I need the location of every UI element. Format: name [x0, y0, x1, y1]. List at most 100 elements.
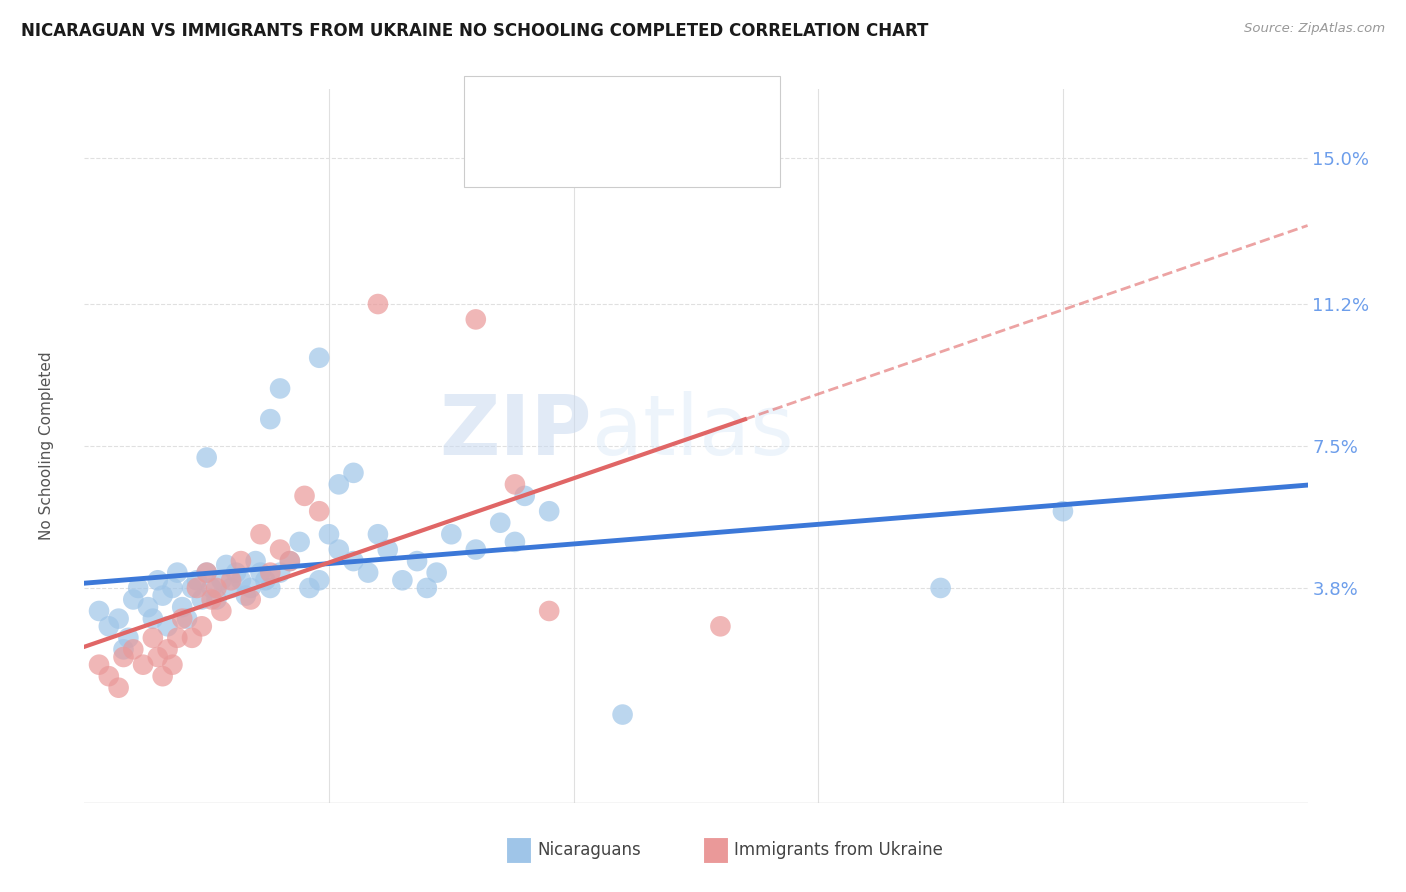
Point: [176, 612, 198, 626]
Point: [225, 566, 247, 580]
Point: [1052, 504, 1074, 518]
Point: [136, 600, 159, 615]
Point: [249, 566, 271, 580]
Point: [229, 554, 252, 568]
Point: [186, 581, 208, 595]
Point: [181, 581, 204, 595]
Point: [342, 554, 364, 568]
Point: [259, 581, 281, 595]
Point: [209, 574, 232, 588]
Point: [538, 504, 561, 518]
Text: R = 0.073   N = 63: R = 0.073 N = 63: [527, 106, 697, 124]
Point: [929, 581, 952, 595]
Point: [367, 297, 389, 311]
Point: [464, 312, 486, 326]
Point: [195, 566, 218, 580]
Point: [162, 657, 184, 672]
Point: [245, 554, 267, 568]
Point: [440, 527, 463, 541]
Point: [235, 589, 257, 603]
Point: [117, 631, 139, 645]
Point: [152, 669, 174, 683]
Point: [298, 581, 321, 595]
Point: [709, 619, 731, 633]
Point: [294, 489, 316, 503]
Text: Source: ZipAtlas.com: Source: ZipAtlas.com: [1244, 22, 1385, 36]
Point: [254, 574, 277, 588]
Point: [122, 642, 145, 657]
Point: [308, 351, 330, 365]
Point: [269, 542, 291, 557]
Point: [107, 681, 129, 695]
Point: [156, 642, 179, 657]
Point: [328, 542, 350, 557]
Text: NICARAGUAN VS IMMIGRANTS FROM UKRAINE NO SCHOOLING COMPLETED CORRELATION CHART: NICARAGUAN VS IMMIGRANTS FROM UKRAINE NO…: [21, 22, 928, 40]
Point: [87, 657, 110, 672]
Point: [181, 631, 204, 645]
Point: [186, 574, 208, 588]
Point: [342, 466, 364, 480]
Point: [205, 581, 228, 595]
Point: [391, 574, 413, 588]
Point: [278, 554, 301, 568]
Point: [489, 516, 512, 530]
Point: [200, 581, 222, 595]
Point: [377, 542, 399, 557]
Point: [357, 566, 380, 580]
Point: [142, 631, 165, 645]
Point: [122, 592, 145, 607]
Point: [503, 477, 526, 491]
Point: [269, 566, 291, 580]
Point: [503, 535, 526, 549]
Point: [191, 619, 214, 633]
Point: [195, 450, 218, 465]
Point: [318, 527, 340, 541]
Point: [538, 604, 561, 618]
Point: [328, 477, 350, 491]
Point: [156, 619, 179, 633]
Point: [215, 558, 238, 572]
Point: [249, 527, 271, 541]
Point: [146, 574, 169, 588]
Point: [308, 574, 330, 588]
Point: [259, 566, 281, 580]
Point: [162, 581, 184, 595]
Point: [464, 542, 486, 557]
Point: [229, 574, 252, 588]
Point: [166, 566, 188, 580]
Point: [259, 412, 281, 426]
Point: [127, 581, 149, 595]
Point: [152, 589, 174, 603]
Point: [269, 381, 291, 395]
Point: [288, 535, 311, 549]
Point: [142, 612, 165, 626]
Point: [308, 504, 330, 518]
Point: [200, 592, 222, 607]
Point: [172, 600, 194, 615]
Point: [172, 612, 194, 626]
Point: [612, 707, 634, 722]
Point: [87, 604, 110, 618]
Point: [239, 592, 262, 607]
Point: [239, 581, 262, 595]
Point: [97, 619, 120, 633]
Point: [97, 669, 120, 683]
Text: Nicaraguans: Nicaraguans: [537, 841, 641, 859]
Text: ZIP: ZIP: [440, 392, 592, 472]
Point: [278, 554, 301, 568]
Point: [209, 604, 232, 618]
Text: R = 0.531   N = 34: R = 0.531 N = 34: [527, 144, 697, 161]
Point: [219, 574, 242, 588]
Point: [191, 592, 214, 607]
Text: Immigrants from Ukraine: Immigrants from Ukraine: [734, 841, 943, 859]
Point: [219, 581, 242, 595]
Point: [416, 581, 439, 595]
Point: [112, 650, 135, 665]
Text: No Schooling Completed: No Schooling Completed: [39, 351, 53, 541]
Point: [166, 631, 188, 645]
Point: [132, 657, 155, 672]
Point: [195, 566, 218, 580]
Point: [205, 592, 228, 607]
Point: [107, 612, 129, 626]
Point: [513, 489, 536, 503]
